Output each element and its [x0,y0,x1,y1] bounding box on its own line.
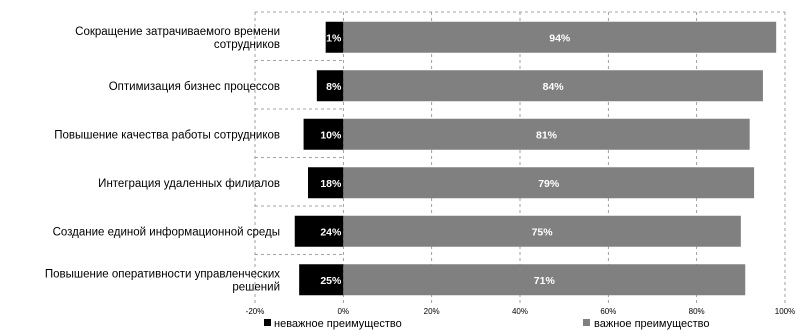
x-tick-label: 100% [775,307,795,316]
bar-important [343,70,763,102]
data-label-important: 94% [549,32,571,44]
bar-important [343,167,755,199]
data-label-not-important: 24% [320,226,342,238]
bar-not-important [325,21,344,53]
bar-not-important [316,70,344,102]
category-label: решений [232,281,280,293]
bars: 1% 94% 8% 84% 10% 81% 18% 79% 24% 75% 25% 71% [294,21,777,296]
category-label: сотрудников [214,39,280,51]
data-label-not-important: 25% [320,275,342,287]
data-label-not-important: 10% [320,129,342,141]
bar-not-important [308,167,344,199]
data-label-important: 84% [543,81,565,93]
legend-label-important: важное преимущество [594,318,710,330]
bar-not-important [303,118,344,150]
legend: неважное преимущество важное преимущество [264,318,710,330]
category-label: Оптимизация бизнес процессов [109,81,280,93]
legend-swatch-important [583,319,590,326]
data-label-important: 71% [534,275,556,287]
x-tick-label: 0% [338,307,350,316]
bar-important [343,264,746,296]
category-labels: Сокращение затрачиваемого временисотрудн… [45,26,280,294]
bar-important [343,118,750,150]
legend-swatch-not-important [264,319,271,326]
x-tick-label: 40% [512,307,528,316]
x-tick-labels: -20% 0% 20% 40% 60% 80% 100% [246,307,796,316]
x-tick-label: 60% [600,307,616,316]
data-label-not-important: 18% [320,178,342,190]
bar-important [343,215,741,247]
category-label: Повышение оперативности управленческих [45,268,280,280]
data-label-not-important: 1% [326,32,342,44]
category-label: Интеграция удаленных филиалов [98,178,280,190]
category-label: Сокращение затрачиваемого времени [75,26,280,38]
category-separators [255,60,345,255]
bar-not-important [294,215,344,247]
x-tick-label: 80% [689,307,705,316]
data-label-important: 75% [532,226,554,238]
category-label: Создание единой информационной среды [53,226,280,238]
data-label-not-important: 8% [326,81,342,93]
legend-label-not-important: неважное преимущество [274,318,402,330]
grid-lines [254,11,786,305]
category-label: Повышение качества работы сотрудников [54,129,280,141]
x-tick-label: 20% [424,307,440,316]
x-tick-label: -20% [246,307,265,316]
data-label-important: 81% [536,129,558,141]
data-label-important: 79% [538,178,560,190]
bar-not-important [299,264,344,296]
bar-important [343,21,777,53]
